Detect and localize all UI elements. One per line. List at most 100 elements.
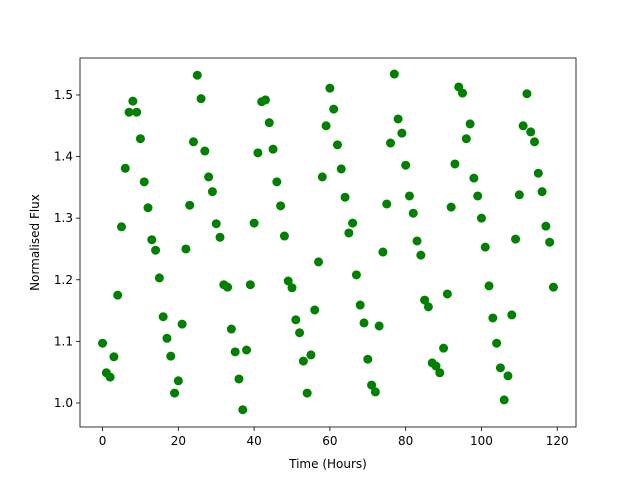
point bbox=[166, 351, 176, 361]
point bbox=[484, 281, 494, 291]
point bbox=[105, 372, 115, 382]
point bbox=[98, 338, 108, 348]
point bbox=[548, 282, 558, 292]
point bbox=[469, 173, 479, 183]
point bbox=[298, 356, 308, 366]
point bbox=[109, 352, 119, 362]
point bbox=[314, 257, 324, 267]
point bbox=[207, 187, 217, 197]
point bbox=[348, 218, 358, 228]
point bbox=[128, 96, 138, 106]
point bbox=[196, 94, 206, 104]
point bbox=[541, 221, 551, 231]
point bbox=[397, 128, 407, 138]
point bbox=[416, 250, 426, 260]
point bbox=[325, 83, 335, 93]
point bbox=[404, 191, 414, 201]
point bbox=[473, 191, 483, 201]
point bbox=[143, 203, 153, 213]
point bbox=[530, 137, 540, 147]
x-tick-label: 0 bbox=[99, 434, 107, 448]
point bbox=[181, 244, 191, 254]
point bbox=[389, 69, 399, 79]
point bbox=[514, 190, 524, 200]
axes-frame bbox=[79, 57, 577, 428]
point bbox=[211, 219, 221, 229]
x-tick-label: 60 bbox=[322, 434, 337, 448]
point bbox=[370, 387, 380, 397]
point bbox=[420, 295, 430, 305]
y-tick-label: 1.3 bbox=[54, 211, 73, 225]
point bbox=[480, 242, 490, 252]
x-axis-label: Time (Hours) bbox=[288, 457, 367, 471]
y-tick-label: 1.4 bbox=[54, 150, 73, 164]
point bbox=[461, 134, 471, 144]
point bbox=[332, 140, 342, 150]
point bbox=[264, 118, 274, 128]
point bbox=[173, 376, 183, 386]
point bbox=[439, 343, 449, 353]
point bbox=[446, 202, 456, 212]
point bbox=[162, 333, 172, 343]
point bbox=[386, 138, 396, 148]
point bbox=[367, 380, 377, 390]
point bbox=[393, 114, 403, 124]
point bbox=[204, 172, 214, 182]
point bbox=[291, 315, 301, 325]
y-tick-label: 1.1 bbox=[54, 334, 73, 348]
point bbox=[245, 280, 255, 290]
point bbox=[154, 273, 164, 283]
point bbox=[234, 374, 244, 384]
point bbox=[401, 160, 411, 170]
point bbox=[435, 368, 445, 378]
point bbox=[533, 168, 543, 178]
point bbox=[147, 235, 157, 245]
point bbox=[488, 313, 498, 323]
point bbox=[344, 228, 354, 238]
y-axis-label: Normalised Flux bbox=[28, 194, 42, 291]
point bbox=[310, 305, 320, 315]
point bbox=[336, 164, 346, 174]
x-tick-label: 80 bbox=[398, 434, 413, 448]
point bbox=[287, 283, 297, 293]
point bbox=[132, 107, 142, 117]
point bbox=[238, 405, 248, 415]
point bbox=[226, 324, 236, 334]
point bbox=[200, 146, 210, 156]
point bbox=[317, 172, 327, 182]
point bbox=[135, 134, 145, 144]
point bbox=[412, 236, 422, 246]
point bbox=[151, 245, 161, 255]
point bbox=[359, 318, 369, 328]
point bbox=[499, 395, 509, 405]
point bbox=[302, 388, 312, 398]
point bbox=[522, 89, 532, 99]
y-tick-label: 1.0 bbox=[54, 396, 73, 410]
point bbox=[431, 361, 441, 371]
point bbox=[158, 312, 168, 322]
point bbox=[113, 290, 123, 300]
point bbox=[185, 200, 195, 210]
point bbox=[423, 302, 433, 312]
point bbox=[442, 289, 452, 299]
x-tick-label: 20 bbox=[171, 434, 186, 448]
point bbox=[139, 177, 149, 187]
point bbox=[495, 363, 505, 373]
point bbox=[260, 95, 270, 105]
x-tick-label: 120 bbox=[546, 434, 569, 448]
point bbox=[408, 208, 418, 218]
point bbox=[450, 159, 460, 169]
point bbox=[374, 321, 384, 331]
point bbox=[230, 347, 240, 357]
point bbox=[458, 88, 468, 98]
point bbox=[537, 187, 547, 197]
point bbox=[279, 231, 289, 241]
point bbox=[492, 338, 502, 348]
point bbox=[518, 121, 528, 131]
point bbox=[116, 222, 126, 232]
point bbox=[170, 388, 180, 398]
point bbox=[351, 270, 361, 280]
point bbox=[192, 70, 202, 80]
point bbox=[340, 192, 350, 202]
